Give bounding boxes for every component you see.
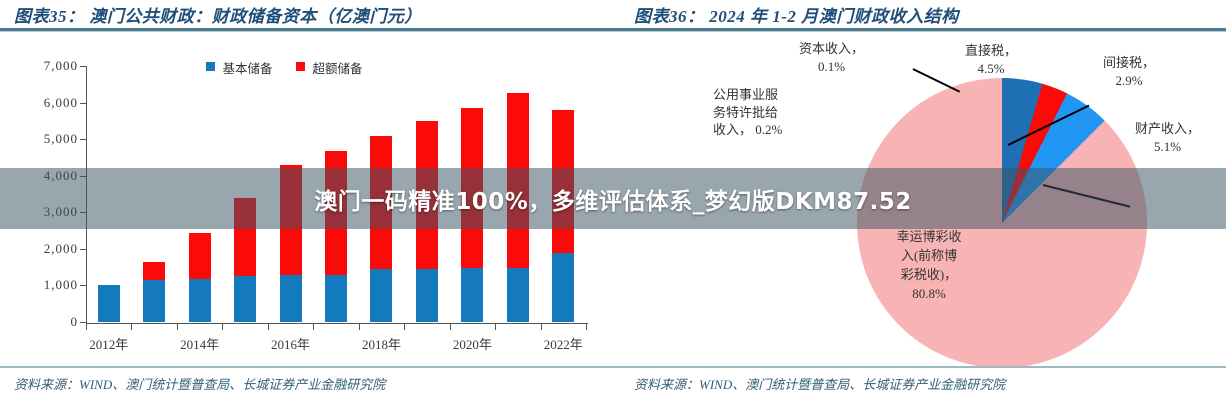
watermark-band — [0, 168, 1226, 229]
x-axis-tick — [358, 324, 360, 330]
pie-label-direct-tax-text: 直接税， — [965, 43, 1018, 58]
x-axis-label-2014年: 2014年 — [180, 337, 220, 352]
pie-label-indirect-tax-text: 间接税， — [1103, 55, 1156, 70]
x-axis-tick — [449, 324, 451, 330]
y-axis-tick — [80, 102, 86, 104]
bar-2013年 — [143, 262, 166, 322]
bar-segment-base — [143, 280, 166, 322]
bar-segment-base — [325, 274, 347, 322]
pie-label-capital-income-value: 0.1% — [817, 58, 846, 74]
y-axis-label: 6,000 — [43, 94, 78, 110]
pie-label-property-income-value: 5.1% — [1153, 138, 1182, 154]
pie-label-utility-income: 公用事业服 务特许批给 收入， 0.2% — [713, 86, 782, 139]
pie-label-capital-income: 资本收入， 0.1% — [799, 40, 864, 75]
pie-label-property-income: 财产收入， 5.1% — [1135, 120, 1200, 155]
legend-swatch-base — [206, 62, 215, 71]
pie-label-gaming-line2: 入(前称博 — [900, 247, 958, 263]
bar-segment-base — [370, 268, 393, 322]
pie-label-utility-line1: 公用事业服 — [713, 87, 779, 102]
bar-segment-base — [415, 268, 438, 322]
pie-label-gaming-value: 80.8% — [912, 285, 946, 301]
y-axis-label: 2,000 — [43, 240, 78, 256]
y-axis-tick — [80, 322, 86, 323]
header-divider — [0, 28, 1226, 31]
pie-label-indirect-tax: 间接税， 2.9% — [1103, 54, 1155, 89]
y-axis-tick — [80, 66, 86, 67]
x-axis-tick — [586, 324, 587, 330]
pie-label-utility-line3: 收入， 0.2% — [713, 122, 783, 138]
y-axis-tick — [80, 285, 86, 287]
x-axis-tick — [267, 324, 269, 330]
bar-segment-base — [97, 285, 120, 322]
watermark-text: 澳门一码精准100%，多维评估体系_梦幻版DKM87.52 — [314, 188, 912, 215]
bar-segment-base — [279, 275, 302, 322]
page-title-right: 图表36： 2024 年 1-2 月澳门财政收入结构 — [634, 7, 959, 26]
pie-label-property-income-text: 财产收入， — [1135, 121, 1201, 136]
leader-line-capital — [912, 68, 961, 93]
x-axis-tick — [131, 324, 133, 330]
bar-segment-base — [506, 267, 529, 322]
legend-label-extra: 超额储备 — [312, 62, 363, 76]
x-axis-tick — [222, 324, 224, 330]
x-axis-line — [86, 323, 588, 324]
pie-label-indirect-tax-value: 2.9% — [1115, 72, 1143, 88]
footer-divider — [0, 366, 1226, 368]
header-divider-thin — [0, 31, 1226, 32]
x-axis-tick — [404, 324, 406, 330]
x-axis-tick — [495, 324, 497, 330]
bar-segment-extra — [143, 262, 166, 281]
bar-segment-base — [188, 279, 211, 322]
x-axis-tick — [540, 324, 542, 330]
y-axis-label: 7,000 — [43, 58, 78, 73]
legend-item-extra: 超额储备 — [295, 58, 363, 77]
y-axis-label: 0 — [70, 314, 78, 329]
x-axis-tick — [86, 324, 87, 330]
x-axis-label-2020年: 2020年 — [452, 337, 492, 352]
y-axis-tick — [80, 248, 86, 250]
x-axis-label-2012年: 2012年 — [89, 337, 129, 352]
pie-label-direct-tax: 直接税， 4.5% — [965, 42, 1017, 77]
y-axis-label: 5,000 — [43, 131, 78, 147]
bar-2014年 — [188, 232, 211, 322]
x-axis-label-2016年: 2016年 — [271, 337, 311, 352]
pie-label-capital-income-text: 资本收入， — [799, 41, 865, 56]
bar-segment-extra — [188, 232, 211, 280]
legend-item-base: 基本储备 — [206, 58, 273, 77]
pie-label-gaming-revenue: 幸运博彩收 入(前称博 彩税收)， 80.8% — [849, 228, 1009, 303]
x-axis-tick — [313, 324, 315, 330]
source-note-left: 资料来源：WIND、澳门统计暨普查局、长城证券产业金融研究院 — [14, 377, 386, 392]
x-axis-tick — [176, 324, 178, 330]
pie-label-gaming-line3: 彩税收)， — [900, 266, 958, 282]
bar-segment-base — [461, 268, 484, 322]
bar-2012年 — [97, 285, 120, 322]
source-note-right: 资料来源：WIND、澳门统计暨普查局、长城证券产业金融研究院 — [634, 377, 1006, 392]
y-axis-label: 1,000 — [43, 277, 78, 293]
pie-label-utility-line2: 务特许批给 — [713, 104, 779, 120]
bar-segment-base — [552, 252, 575, 322]
pie-label-direct-tax-value: 4.5% — [977, 60, 1005, 76]
y-axis-tick — [80, 139, 86, 141]
legend-label-base: 基本储备 — [222, 62, 273, 76]
pie-label-gaming-line1: 幸运博彩收 — [896, 229, 962, 244]
bar-chart-legend: 基本储备 超额储备 — [206, 58, 382, 77]
bar-segment-base — [234, 275, 257, 322]
page-title-left: 图表35： 澳门公共财政：财政储备资本（亿澳门元） — [14, 7, 422, 26]
legend-swatch-extra — [295, 62, 305, 71]
x-axis-label-2018年: 2018年 — [361, 337, 401, 352]
x-axis-label-2022年: 2022年 — [543, 337, 583, 352]
